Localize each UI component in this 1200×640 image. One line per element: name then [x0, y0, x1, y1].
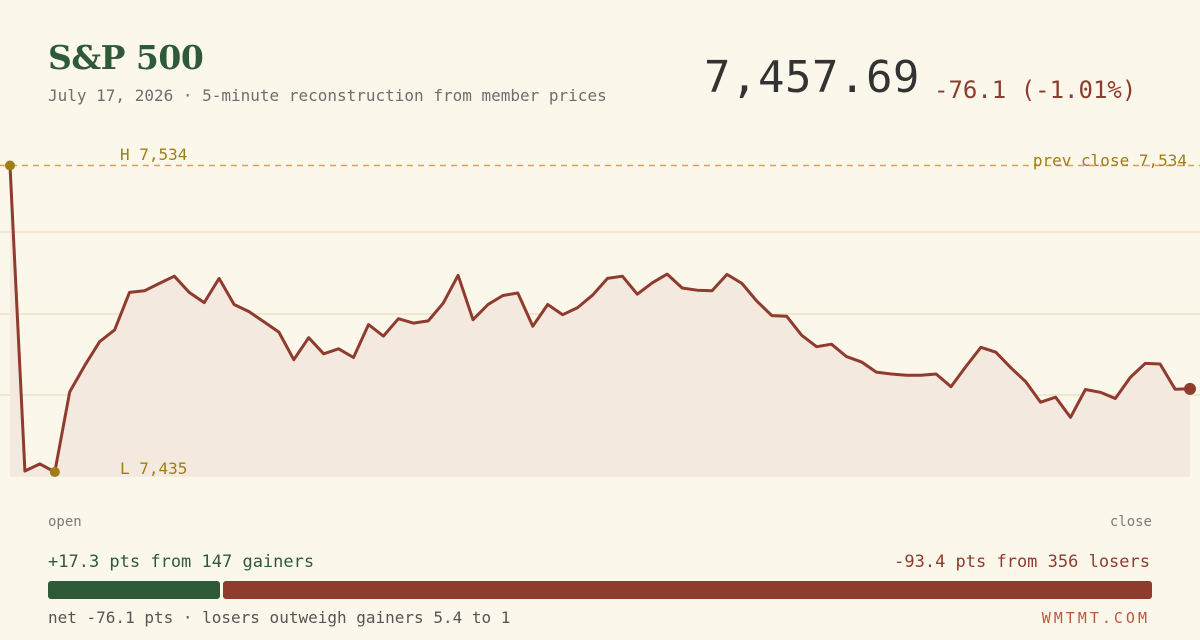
- low-label: L 7,435: [120, 459, 187, 478]
- axis-close-label: close: [1109, 514, 1152, 530]
- gainers-summary: +17.3 pts from 147 gainers: [48, 552, 315, 572]
- intraday-line-chart: H 7,534 L 7,435 prev close 7,534: [0, 145, 1200, 478]
- brand-wordmark: WMTMT.COM: [1041, 609, 1150, 627]
- index-change: -76.1 (-1.01%): [934, 76, 1137, 104]
- net-summary: net -76.1 pts · losers outweigh gainers …: [48, 608, 511, 627]
- price-area: [10, 165, 1190, 477]
- index-price: 7,457.69: [704, 52, 920, 103]
- losers-summary: -93.4 pts from 356 losers: [894, 552, 1150, 572]
- high-label: H 7,534: [120, 145, 187, 164]
- breadth-bar: [48, 581, 1152, 599]
- high-marker: [5, 160, 15, 171]
- page-subtitle: July 17, 2026 · 5-minute reconstruction …: [48, 86, 607, 105]
- prev-close-label: prev close 7,534: [1033, 151, 1187, 170]
- last-price-marker: [1184, 382, 1196, 395]
- losers-bar-segment: [223, 581, 1152, 599]
- gainers-bar-segment: [48, 581, 221, 599]
- axis-open-label: open: [48, 514, 82, 530]
- low-marker: [49, 466, 60, 477]
- page-title: S&P 500: [48, 38, 204, 77]
- price-line: [8, 165, 1191, 474]
